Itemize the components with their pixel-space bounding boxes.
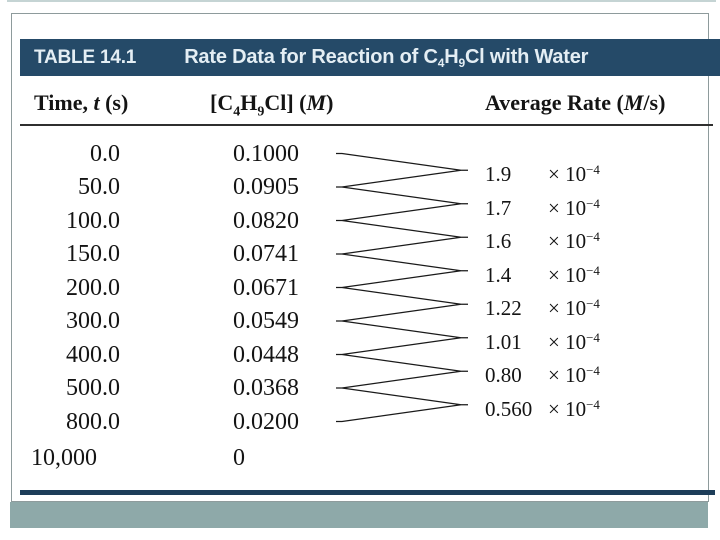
header-rule: [20, 124, 713, 126]
time-value: 0.0: [90, 140, 120, 167]
concentration-value: 0: [233, 445, 245, 471]
average-rate-value: 1.9 × 10−4: [485, 157, 600, 187]
average-rate-value: 1.4 × 10−4: [485, 258, 600, 287]
rate-coefficient: 1.6: [485, 229, 512, 254]
rate-exponent: −4: [586, 363, 600, 379]
time-value: 50.0: [78, 174, 120, 200]
column-header-average-rate: Average Rate (M/s): [485, 90, 666, 115]
column-header-concentration: [C4H9Cl] (M): [210, 90, 334, 120]
rate-coefficient: 1.01: [485, 329, 522, 354]
concentration-value: 0.0820: [233, 207, 299, 234]
concentration-value: 0.0368: [233, 375, 299, 401]
rate-exponent: −4: [586, 162, 600, 178]
rate-times-ten: × 10: [548, 229, 587, 254]
time-value: 150.0: [66, 241, 120, 267]
concentration-value: 0.0905: [233, 174, 299, 200]
time-value: 200.0: [66, 274, 120, 301]
concentration-value: 0.0448: [233, 341, 299, 368]
rate-times-ten: × 10: [548, 396, 587, 421]
average-rate-value: 0.80 × 10−4: [485, 358, 600, 388]
rate-exponent: −4: [586, 296, 600, 312]
time-value: 800.0: [66, 408, 120, 435]
rate-times-ten: × 10: [548, 262, 587, 287]
rate-coefficient: 0.80: [485, 363, 522, 388]
time-value: 300.0: [66, 308, 120, 334]
table-number-label: TABLE 14.1: [34, 46, 137, 68]
rate-exponent: −4: [586, 229, 600, 245]
concentration-value: 0.0200: [233, 408, 299, 435]
average-rate-value: 0.560 × 10−4: [485, 392, 600, 421]
table-title: Rate Data for Reaction of C4H9Cl with Wa…: [184, 45, 589, 70]
time-value: 500.0: [66, 375, 120, 401]
slide-border-frame: [11, 13, 709, 502]
rate-times-ten: × 10: [548, 162, 587, 187]
time-value: 100.0: [66, 207, 120, 234]
average-rate-value: 1.01 × 10−4: [485, 325, 600, 354]
rate-exponent: −4: [586, 396, 600, 412]
rate-coefficient: 1.22: [485, 296, 522, 321]
footer-accent-bar: [10, 502, 708, 528]
table-title-bar: TABLE 14.1 Rate Data for Reaction of C4H…: [20, 39, 720, 76]
concentration-value: 0.0549: [233, 308, 299, 334]
subscript: 9: [458, 55, 465, 70]
concentration-value: 0.1000: [233, 140, 299, 167]
concentration-value: 0.0671: [233, 274, 299, 301]
time-value: 10,000: [31, 445, 97, 471]
rate-times-ten: × 10: [548, 363, 587, 388]
rate-coefficient: 1.7: [485, 195, 512, 220]
average-rate-value: 1.7 × 10−4: [485, 191, 600, 220]
average-rate-value: 1.22 × 10−4: [485, 291, 600, 321]
rate-coefficient: 1.4: [485, 262, 512, 287]
subscript: 4: [437, 55, 445, 70]
rate-times-ten: × 10: [548, 329, 587, 354]
rate-exponent: −4: [586, 329, 600, 345]
rate-coefficient: 0.560: [485, 396, 533, 421]
rate-exponent: −4: [586, 195, 600, 211]
average-rate-value: 1.6 × 10−4: [485, 224, 600, 254]
rate-times-ten: × 10: [548, 195, 587, 220]
rate-exponent: −4: [586, 262, 600, 278]
concentration-value: 0.0741: [233, 241, 299, 267]
column-header-time: Time, t (s): [34, 90, 129, 115]
time-value: 400.0: [66, 341, 120, 368]
table-bottom-rule: [20, 490, 715, 495]
top-accent-strip: [7, 0, 716, 2]
rate-times-ten: × 10: [548, 296, 587, 321]
rate-coefficient: 1.9: [485, 162, 512, 187]
